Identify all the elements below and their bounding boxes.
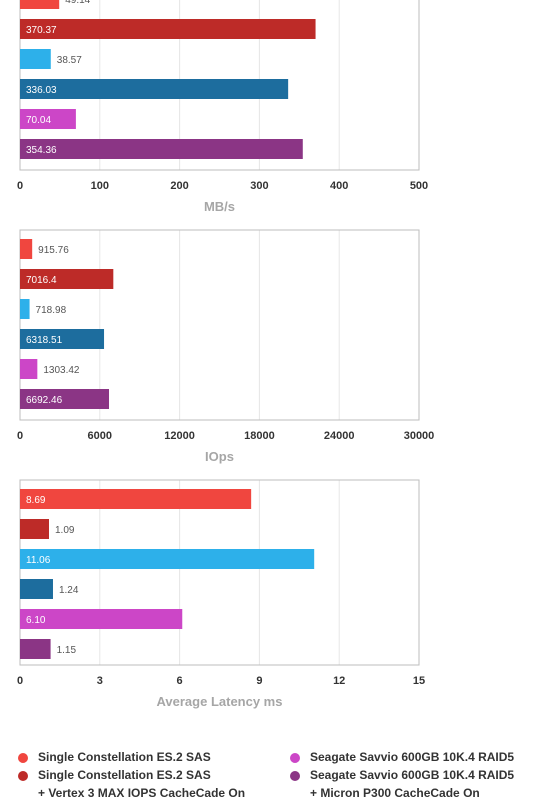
legend-swatch	[290, 771, 300, 781]
legend-label-sub: + Micron P300 CacheCade On	[310, 786, 480, 800]
x-tick-label: 200	[170, 180, 188, 192]
x-tick-label: 500	[410, 180, 428, 192]
chart-3: 8.69 1.09 11.06 1.24 6.10 1.15 0 3 6 9 12 15 Average…	[17, 479, 425, 709]
x-tick-label: 12000	[164, 430, 195, 442]
x-tick-label: 24000	[324, 430, 355, 442]
bar	[20, 609, 183, 629]
x-tick-label: 6	[177, 675, 183, 687]
bar	[20, 489, 252, 509]
bar	[20, 49, 51, 69]
bar	[20, 109, 76, 129]
bar	[20, 139, 303, 159]
x-tick-label: 6000	[88, 430, 112, 442]
bar-value-label: 1.09	[55, 525, 75, 536]
legend-label: Single Constellation ES.2 SAS	[38, 750, 211, 764]
bar-value-label: 915.76	[38, 245, 69, 256]
bar	[20, 269, 114, 289]
bar	[20, 329, 105, 349]
x-tick-label: 100	[91, 180, 109, 192]
bar	[20, 519, 49, 539]
bar	[20, 19, 316, 39]
bar-value-label: 336.03	[26, 85, 57, 96]
bar-value-label: 354.36	[26, 145, 57, 156]
legend-label: Single Constellation ES.2 SAS	[38, 768, 211, 782]
bar-value-label: 49.14	[65, 0, 90, 6]
x-tick-label: 0	[17, 675, 23, 687]
x-axis-title: MB/s	[204, 199, 235, 214]
bar-value-label: 6318.51	[26, 335, 63, 346]
bar-value-label: 70.04	[26, 115, 51, 126]
x-axis-title: Average Latency ms	[157, 694, 283, 709]
x-tick-label: 3	[97, 675, 103, 687]
bar-value-label: 6692.46	[26, 395, 63, 406]
x-tick-label: 30000	[404, 430, 435, 442]
bar	[20, 0, 60, 9]
bar-value-label: 11.06	[26, 555, 51, 566]
bar	[20, 639, 51, 659]
legend-item-single-constellation-cachecade: Single Constellation ES.2 SAS + Vertex 3…	[18, 766, 245, 802]
plot-frame	[19, 229, 420, 421]
chart-1: 49.14 370.37 38.57 336.03 70.04 354.36 0 100 200…	[17, 0, 428, 214]
x-tick-label: 12	[333, 675, 345, 687]
bar-value-label: 1.24	[59, 585, 79, 596]
x-tick-label: 9	[256, 675, 262, 687]
bar	[20, 239, 33, 259]
legend-label-sub: + Vertex 3 MAX IOPS CacheCade On	[38, 786, 246, 800]
bar	[20, 579, 53, 599]
x-tick-label: 15	[413, 675, 425, 687]
legend-swatch	[18, 753, 28, 763]
bar-value-label: 1.15	[57, 645, 77, 656]
bar-value-label: 370.37	[26, 25, 57, 36]
x-tick-label: 300	[250, 180, 268, 192]
chart-2: 915.76 7016.4 718.98 6318.51 1303.42 6692.46 0…	[17, 229, 435, 464]
bar-value-label: 718.98	[36, 305, 67, 316]
legend: Single Constellation ES.2 SAS Single Con…	[0, 740, 560, 800]
x-tick-label: 400	[330, 180, 348, 192]
bar	[20, 79, 289, 99]
plot-frame	[19, 479, 420, 666]
legend-swatch	[290, 753, 300, 763]
bar	[20, 389, 110, 409]
x-tick-label: 0	[17, 180, 23, 192]
bar-value-label: 38.57	[57, 55, 82, 66]
bar	[20, 299, 30, 319]
legend-item-single-constellation: Single Constellation ES.2 SAS	[18, 748, 211, 766]
bar-value-label: 7016.4	[26, 275, 57, 286]
bar-value-label: 6.10	[26, 615, 46, 626]
legend-swatch	[18, 771, 28, 781]
legend-label-group: Single Constellation ES.2 SAS + Vertex 3…	[38, 766, 245, 802]
bar	[20, 359, 38, 379]
legend-item-seagate-savvio-cachecade: Seagate Savvio 600GB 10K.4 RAID5 + Micro…	[290, 766, 514, 802]
legend-label: Seagate Savvio 600GB 10K.4 RAID5	[310, 750, 515, 764]
legend-label-group: Seagate Savvio 600GB 10K.4 RAID5 + Micro…	[310, 766, 514, 802]
x-tick-label: 0	[17, 430, 23, 442]
x-axis-title: IOps	[205, 449, 234, 464]
bar	[20, 549, 315, 569]
bar-value-label: 1303.42	[43, 365, 80, 376]
legend-item-seagate-savvio: Seagate Savvio 600GB 10K.4 RAID5	[290, 748, 514, 766]
x-tick-label: 18000	[244, 430, 275, 442]
bar-value-label: 8.69	[26, 495, 46, 506]
legend-label: Seagate Savvio 600GB 10K.4 RAID5	[310, 768, 515, 782]
